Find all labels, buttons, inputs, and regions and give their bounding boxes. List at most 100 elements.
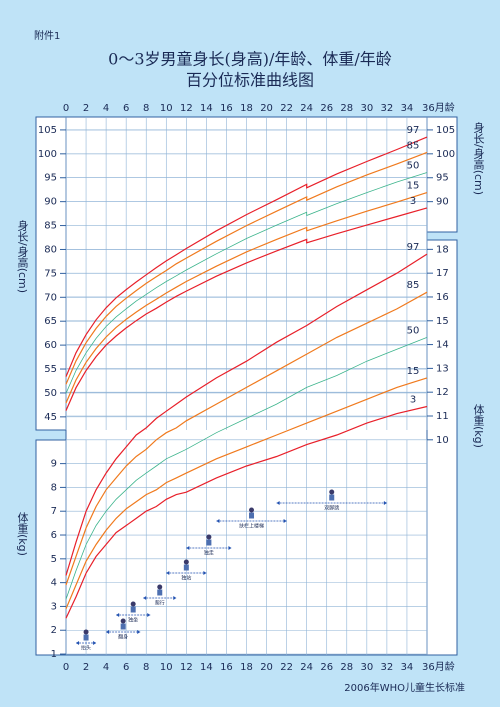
x-tick-label: 34 — [401, 103, 414, 114]
milestone-icon-body — [157, 589, 163, 596]
series-label: 85 — [407, 140, 420, 151]
y-tick-label: 6 — [51, 530, 57, 541]
milestone-icon-head — [120, 618, 126, 624]
percentile-line — [65, 136, 428, 377]
y-tick-label: 2 — [51, 625, 57, 636]
y2-tick-label: 11 — [436, 411, 449, 422]
x-tick-label: 36月龄 — [422, 660, 455, 673]
y2-tick-label: 16 — [436, 292, 449, 303]
right-weight-strip — [426, 239, 458, 656]
milestone-icon-body — [120, 623, 126, 630]
x-tick-label: 8 — [143, 662, 149, 673]
milestone-label: 独站 — [181, 575, 191, 582]
x-tick-label: 14 — [200, 103, 213, 114]
x-tick-label: 24 — [300, 662, 313, 673]
milestone-icon-head — [83, 629, 89, 635]
milestone-icon-head — [249, 507, 255, 513]
series-label: 15 — [407, 181, 420, 192]
y-tick-label: 5 — [51, 554, 57, 565]
x-tick-label: 6 — [123, 103, 129, 114]
y-tick-label: 1 — [51, 649, 57, 660]
x-tick-label: 4 — [103, 103, 109, 114]
series-label: 15 — [407, 366, 420, 377]
x-tick-label: 24 — [300, 103, 313, 114]
y-tick-label: 45 — [44, 412, 57, 423]
appendix-label: 附件1 — [34, 29, 60, 42]
milestone-label: 独坐 — [128, 617, 138, 624]
x-tick-label: 20 — [260, 662, 273, 673]
x-tick-label: 30 — [360, 103, 373, 114]
milestone-label: 双脚跳 — [324, 505, 339, 512]
y2-tick-label: 14 — [436, 340, 449, 351]
x-tick-label: 30 — [360, 662, 373, 673]
percentile-line — [65, 337, 428, 600]
series-label: 85 — [407, 280, 420, 291]
percentile-line — [65, 377, 428, 610]
x-tick-label: 8 — [143, 103, 149, 114]
y2-tick-label: 90 — [436, 197, 449, 208]
y-tick-label: 90 — [44, 197, 57, 208]
y-tick-label: 7 — [51, 506, 57, 517]
milestone-icon-head — [130, 601, 136, 607]
x-tick-label: 4 — [103, 662, 109, 673]
x-tick-label: 14 — [200, 662, 213, 673]
series-label: 97 — [407, 242, 420, 253]
series-label: 97 — [407, 125, 420, 136]
milestone-icon-head — [206, 534, 212, 540]
y-tick-label: 50 — [44, 388, 57, 399]
y-tick-label: 65 — [44, 316, 57, 327]
percentile-line — [65, 151, 428, 385]
y2-axis-label: 体重(kg) — [472, 403, 485, 448]
x-tick-label: 22 — [280, 103, 293, 114]
x-tick-label: 16 — [220, 103, 233, 114]
y2-tick-label: 105 — [436, 125, 455, 136]
y2-tick-label: 17 — [436, 268, 449, 279]
percentile-line — [65, 291, 428, 586]
x-tick-label: 10 — [160, 103, 173, 114]
series-label: 3 — [410, 394, 416, 405]
milestone-icon-head — [329, 489, 335, 495]
title-line: 百分位标准曲线图 — [186, 71, 314, 90]
x-tick-label: 32 — [381, 662, 394, 673]
milestone-icon-body — [329, 494, 335, 501]
x-tick-label: 32 — [381, 103, 394, 114]
x-tick-label: 0 — [63, 662, 69, 673]
milestone-icon-body — [249, 512, 255, 519]
x-tick-label: 2 — [83, 103, 89, 114]
y2-tick-label: 18 — [436, 244, 449, 255]
y2-tick-label: 15 — [436, 316, 449, 327]
y-tick-label: 60 — [44, 340, 57, 351]
x-tick-label: 16 — [220, 662, 233, 673]
percentile-line — [65, 172, 428, 394]
x-tick-label: 6 — [123, 662, 129, 673]
x-tick-label: 12 — [180, 103, 193, 114]
y2-tick-label: 95 — [436, 173, 449, 184]
y-axis-label: 身长/身高(cm) — [16, 219, 29, 293]
y2-tick-label: 10 — [436, 435, 449, 446]
milestone-label: 扶栏上楼梯 — [239, 523, 264, 530]
x-tick-label: 22 — [280, 662, 293, 673]
milestone-icon-body — [83, 634, 89, 641]
y-tick-label: 80 — [44, 244, 57, 255]
y-tick-label: 85 — [44, 221, 57, 232]
percentile-line — [65, 405, 428, 619]
x-tick-label: 18 — [240, 103, 253, 114]
x-tick-label: 18 — [240, 662, 253, 673]
y-tick-label: 70 — [44, 292, 57, 303]
x-tick-label: 36月龄 — [422, 101, 455, 114]
y-tick-label: 75 — [44, 268, 57, 279]
y-tick-label: 8 — [51, 482, 57, 493]
milestone-icon-head — [157, 584, 163, 590]
x-tick-label: 26 — [320, 662, 333, 673]
y-tick-label: 55 — [44, 364, 57, 375]
y-tick-label: 105 — [38, 125, 57, 136]
y2-tick-label: 13 — [436, 363, 449, 374]
y-tick-label: 9 — [51, 459, 57, 470]
percentile-line — [65, 207, 428, 411]
y-tick-label: 4 — [51, 578, 57, 589]
left-weight-strip — [35, 439, 67, 656]
milestone-label: 抬头 — [81, 645, 91, 652]
milestone-label: 翻身 — [118, 634, 128, 641]
series-label: 50 — [407, 325, 420, 336]
